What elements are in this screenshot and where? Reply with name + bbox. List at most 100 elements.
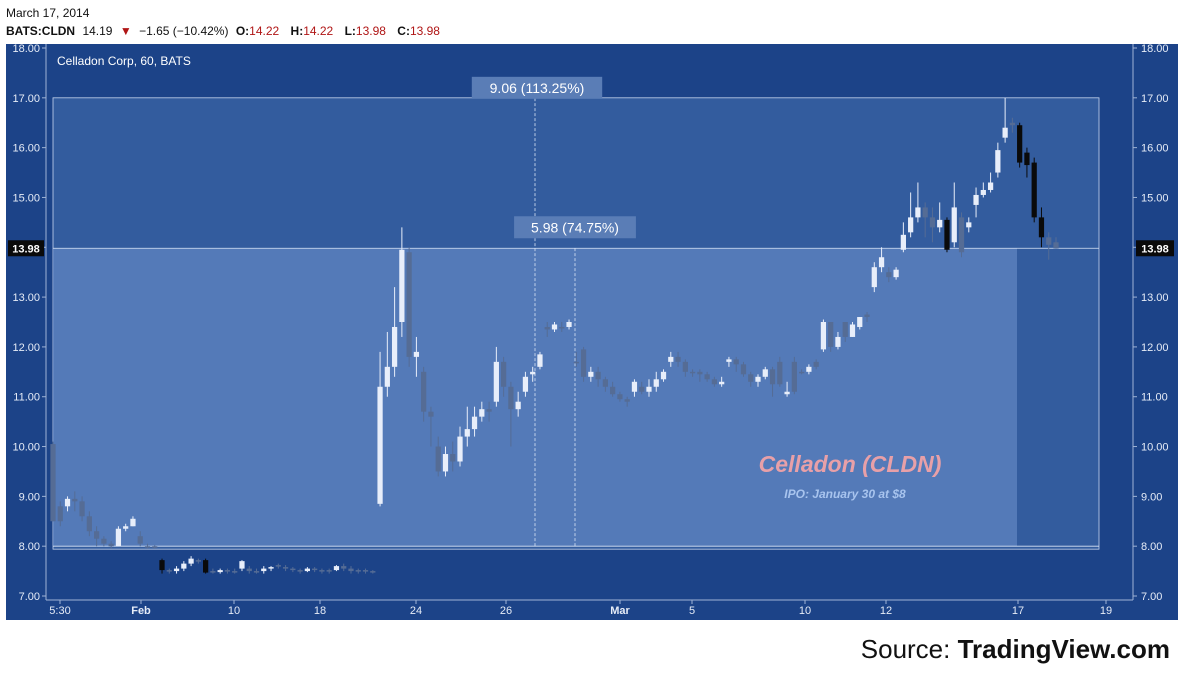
header-symbol: BATS:CLDN (6, 24, 76, 38)
candle-body (704, 374, 710, 380)
candle-body (762, 369, 768, 377)
candle-body (123, 526, 129, 529)
x-tick-label: 12 (880, 605, 892, 617)
candle-body (653, 379, 659, 387)
candle-body (791, 361, 797, 392)
candle-body (319, 570, 325, 572)
candle-body (421, 371, 427, 412)
candle-body (57, 506, 63, 522)
candle-body (239, 561, 245, 569)
candle-body (188, 558, 194, 564)
y-tick-label-left: 12.00 (12, 342, 40, 354)
candle-body (232, 571, 238, 573)
candle-body (86, 516, 92, 532)
candle-body (588, 371, 594, 377)
x-tick-label: 10 (799, 605, 811, 617)
candle-body (508, 386, 514, 410)
candle-body (798, 371, 805, 374)
candle-body (697, 371, 703, 375)
x-tick-label: 26 (500, 605, 512, 617)
candle-body (595, 371, 601, 380)
candle-body (304, 568, 311, 572)
candle-body (195, 560, 201, 562)
candle-body (682, 361, 688, 372)
candle-body (987, 182, 994, 190)
candle-body (610, 386, 616, 395)
candle-body (362, 570, 369, 572)
annotation-title: Celladon (CLDN) (759, 451, 942, 477)
candle-body (1009, 122, 1016, 126)
range-label-box (514, 216, 636, 239)
candle-body (290, 568, 296, 571)
candle-body (261, 568, 267, 572)
candle-body (1024, 152, 1030, 166)
candle-body (101, 538, 107, 544)
last-price-label-right: 13.98 (1141, 243, 1169, 255)
candle-body (849, 324, 856, 337)
candle-body (951, 207, 957, 243)
candle-body (275, 565, 281, 567)
y-tick-label-right: 15.00 (1141, 192, 1169, 204)
candle-body (755, 376, 761, 382)
candle-body (886, 272, 892, 278)
candle-body (580, 349, 587, 377)
range-label-large: 9.06 (113.25%) (490, 80, 585, 96)
header-high-label: H: (290, 24, 304, 38)
y-tick-label-right: 17.00 (1141, 93, 1169, 105)
candle-body (631, 381, 638, 392)
last-price-label-left: 13.98 (12, 243, 40, 255)
down-arrow-icon: ▼ (119, 24, 132, 38)
candle-body (1053, 242, 1059, 249)
candle-body (282, 567, 289, 569)
candle-body (479, 409, 485, 417)
candle-body (326, 570, 332, 572)
candle-body (312, 568, 318, 571)
candle-body (399, 249, 405, 322)
candle-body (341, 566, 347, 569)
y-tick-label-right: 11.00 (1141, 392, 1168, 404)
candle-body (908, 217, 914, 233)
candle-body (871, 267, 877, 288)
candle-body (900, 234, 906, 250)
header-quote: BATS:CLDN 14.19 ▼ −1.65 (−10.42%) O:14.2… (6, 22, 448, 40)
header-open-label: O: (235, 24, 250, 38)
candle-body (435, 446, 441, 472)
candle-body (144, 546, 151, 548)
y-tick-label-left: 9.00 (19, 491, 40, 503)
candle-body (1017, 125, 1023, 163)
candle-body (501, 361, 507, 387)
candle-body (471, 416, 478, 430)
x-tick-label: 5 (689, 605, 695, 617)
candle-body (50, 444, 56, 522)
y-tick-label-left: 11.00 (13, 392, 40, 404)
header-close: 13.98 (409, 24, 440, 38)
candle-body (333, 566, 340, 571)
y-tick-label-left: 17.00 (12, 93, 40, 105)
candle-body (878, 257, 885, 268)
candle-body (159, 560, 165, 571)
candle-body (922, 207, 928, 218)
candle-body (966, 222, 972, 228)
candle-body (915, 207, 921, 218)
y-tick-label-right: 8.00 (1141, 541, 1162, 553)
header-last: 14.19 (82, 24, 113, 38)
candle-body (457, 436, 463, 462)
y-tick-label-left: 8.00 (19, 541, 40, 553)
candle-body (210, 571, 216, 573)
candle-body (93, 531, 100, 539)
candle-body (624, 399, 630, 402)
x-tick-label: 24 (410, 605, 422, 617)
candle-body (573, 361, 579, 364)
candle-body (566, 322, 572, 327)
range-box-small (53, 248, 1017, 547)
candle-body (835, 336, 841, 347)
candle-body (370, 571, 376, 573)
header-close-label: C: (397, 24, 410, 38)
candle-body (413, 351, 420, 357)
range-label-small: 5.98 (74.75%) (531, 219, 619, 235)
candle-body (297, 570, 303, 572)
candle-body (406, 252, 412, 357)
candle-body (995, 150, 1001, 173)
candle-body (929, 217, 936, 228)
